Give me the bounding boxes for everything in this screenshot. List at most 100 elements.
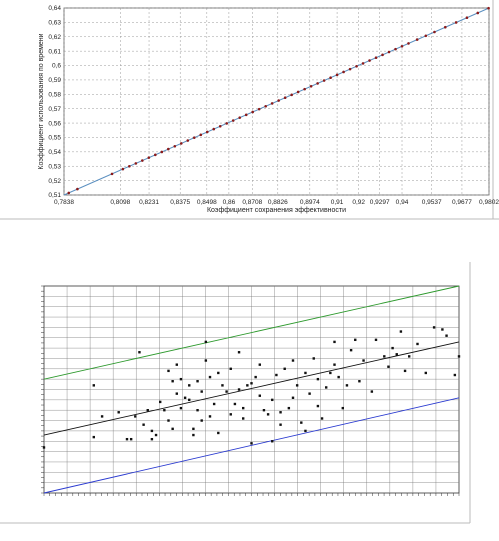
chart2-data-point — [316, 404, 320, 408]
chart2-data-point — [167, 369, 170, 373]
chart2-data-point — [175, 392, 178, 395]
chart2-data-point — [242, 417, 245, 420]
chart1-y-tick-label: 0,6 — [52, 63, 61, 70]
chart1-y-tick-label: 0,63 — [48, 20, 61, 27]
chart1-x-tick-label: 0,8498 — [197, 199, 217, 206]
chart2-data-point — [432, 326, 436, 329]
chart1-data-point — [368, 59, 371, 62]
chart1-data-point — [487, 6, 490, 10]
chart2-data-point — [345, 384, 349, 387]
chart1-data-point — [309, 84, 313, 88]
chart1-data-point — [277, 99, 280, 102]
chart1-data-point — [251, 110, 254, 114]
chart2-data-point — [271, 398, 274, 402]
chart2-data-point — [337, 375, 340, 379]
chart2-data-point — [146, 409, 149, 412]
chart1-data-point — [218, 124, 222, 128]
chart2-data-point — [416, 342, 419, 346]
chart1-data-point — [244, 113, 248, 117]
chart1-x-tick-label: 0,9802 — [479, 199, 499, 206]
chart2-data-point — [92, 384, 95, 387]
chart1-data-point — [186, 139, 190, 142]
chart2-data-point — [333, 363, 336, 366]
chart2-data-point — [266, 413, 270, 416]
chart2-data-point — [408, 355, 411, 358]
chart1-data-point — [173, 144, 177, 148]
chart1-data-point — [322, 79, 326, 82]
chart1-x-tick-label: 0,7838 — [54, 199, 74, 206]
chart2-data-point — [362, 359, 365, 362]
chart2-data-point — [200, 419, 203, 422]
chart2-data-point — [217, 431, 220, 435]
chart2-data-point — [374, 338, 378, 342]
chart1-x-tick-label: 0,8231 — [139, 199, 159, 206]
chart2-data-point — [325, 386, 328, 389]
chart2-data-point — [183, 396, 187, 399]
chart2-data-point — [250, 442, 253, 445]
chart2-data-point — [250, 382, 253, 385]
chart1-data-point — [134, 162, 138, 165]
chart1-data-point — [296, 90, 300, 94]
chart1-y-axis-label: Коэффициент использования по времени — [38, 33, 45, 169]
chart2-data-point — [441, 328, 444, 331]
chart1-data-point — [257, 107, 261, 111]
chart1-data-point — [374, 56, 378, 60]
chart2-data-point — [212, 402, 216, 406]
chart2-data-point — [354, 338, 357, 342]
chart1-data-point — [283, 96, 287, 99]
chart2-line-fit — [43, 341, 460, 436]
chart2-data-point — [312, 357, 315, 360]
chart2-data-point — [258, 363, 261, 366]
chart2-data-point — [175, 363, 178, 366]
chart2-data-point — [308, 392, 311, 395]
chart2-data-point — [246, 384, 249, 387]
chart1-x-tick-label: 0,94 — [396, 199, 409, 206]
chart2-data-point — [204, 340, 208, 344]
chart1-x-tick-label: 0,9677 — [452, 199, 472, 206]
chart2-data-point — [279, 411, 282, 414]
chart2-data-point — [100, 415, 104, 418]
chart2-data-point — [225, 390, 228, 393]
chart1-data-point — [147, 156, 151, 159]
chart2-data-point — [287, 406, 291, 410]
chart2-data-point — [383, 355, 386, 358]
chart1-data-point — [361, 62, 365, 65]
chart2-data-point — [138, 351, 141, 354]
chart2-data-point — [279, 423, 282, 426]
chart1-data-point — [167, 147, 170, 151]
chart1-data-point — [192, 136, 196, 139]
chart1-data-point — [141, 159, 144, 162]
chart1-data-point — [476, 11, 480, 15]
chart2-data-point — [258, 394, 261, 397]
chart2-data-point — [171, 380, 174, 383]
chart2-data-point — [204, 359, 208, 362]
chart1-x-axis-label: Коэффициент сохранения эффективности — [207, 207, 346, 214]
chart1-x-tick-label: 0,92 — [352, 199, 365, 206]
chart1-y-tick-label: 0,52 — [48, 178, 61, 185]
chart2-data-point — [237, 388, 241, 391]
chart1-y-tick-label: 0,57 — [48, 106, 61, 113]
chart1-data-point — [231, 119, 235, 122]
chart2-data-point — [125, 437, 129, 441]
chart2-data-point — [188, 384, 191, 387]
chart2-data-point — [457, 355, 461, 358]
chart2-data-point — [291, 359, 295, 362]
chart2-data-point — [196, 380, 199, 383]
chart2-data-point — [188, 398, 191, 402]
chart2-data-point — [150, 429, 154, 433]
chart1-data-point — [329, 76, 332, 79]
chart1-data-point — [465, 16, 469, 20]
chart2-data-point — [208, 375, 212, 379]
chart1-x-tick-label: 0,91 — [331, 199, 344, 206]
chart1-y-tick-label: 0,53 — [48, 163, 61, 170]
chart2-data-point — [445, 334, 448, 337]
chart1-y-tick-label: 0,64 — [48, 5, 61, 12]
chart2-data-point — [403, 369, 407, 373]
chart2-data-point — [304, 429, 307, 433]
chart1-data-point — [270, 102, 274, 105]
chart1-data-point — [121, 167, 125, 171]
chart1-y-tick-label: 0,62 — [48, 34, 61, 41]
chart1-data-point — [264, 104, 267, 108]
chart2-data-point — [291, 396, 295, 399]
